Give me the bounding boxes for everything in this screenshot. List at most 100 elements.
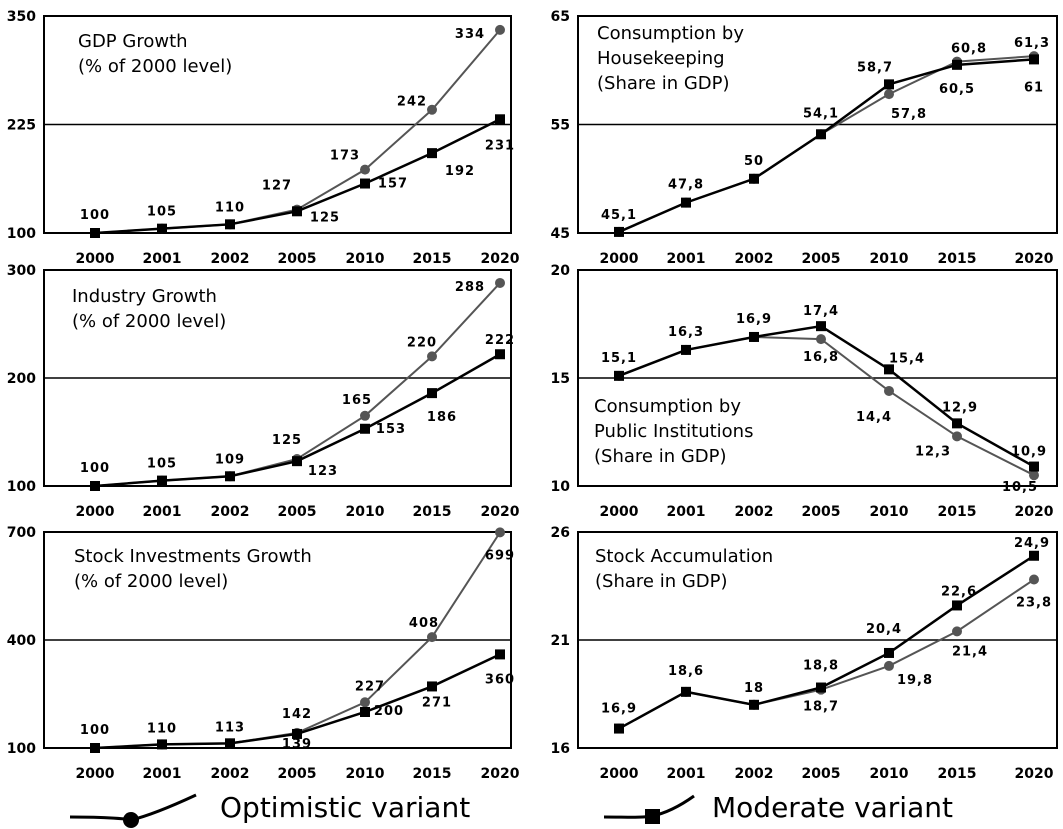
data-label: 47,8 — [668, 178, 704, 193]
data-label: 125 — [272, 433, 302, 448]
legend-moderate: Moderate variant — [602, 786, 953, 829]
data-point-moderate — [749, 173, 759, 184]
x-tick-label: 2002 — [735, 251, 774, 267]
data-label: 23,8 — [1016, 596, 1052, 611]
data-label: 125 — [310, 210, 340, 225]
y-tick-label: 10 — [551, 479, 571, 495]
data-label: 61 — [1024, 80, 1044, 95]
x-tick-label: 2002 — [735, 504, 774, 520]
data-point-optimistic — [495, 277, 505, 288]
x-tick-label: 2020 — [481, 251, 520, 267]
chart-panel-1: 100 225 350 2000 2001 2002 2005 2010 2015 2020 GDP… — [7, 9, 520, 267]
chart-title-line: Housekeeping — [597, 48, 725, 69]
x-tick-label: 2010 — [346, 251, 385, 267]
chart-title-line: (Share in GDP) — [597, 73, 730, 94]
chart-title-line: (% of 2000 level) — [78, 56, 232, 77]
data-point-optimistic — [495, 24, 505, 35]
data-label: 192 — [445, 164, 475, 179]
data-label: 100 — [80, 723, 110, 738]
data-point-moderate — [90, 481, 100, 491]
x-tick-label: 2000 — [600, 251, 639, 267]
data-point-moderate — [225, 738, 235, 749]
data-point-optimistic — [495, 527, 505, 538]
x-tick-label: 2015 — [413, 251, 452, 267]
x-tick-label: 2015 — [938, 504, 977, 520]
x-tick-label: 2001 — [667, 251, 706, 267]
y-tick-label: 100 — [7, 226, 36, 242]
data-label: 45,1 — [601, 208, 637, 223]
data-point-moderate — [90, 228, 100, 238]
x-tick-label: 2000 — [76, 251, 115, 267]
data-point-optimistic — [884, 385, 894, 396]
chart-panel-4: 10 15 20 2000 2001 2002 2005 2010 2015 2020 Consum… — [551, 263, 1058, 520]
data-point-moderate — [749, 699, 759, 710]
data-point-optimistic — [884, 89, 894, 100]
x-tick-label: 2000 — [600, 766, 639, 782]
data-label: 242 — [397, 95, 427, 110]
y-tick-label: 16 — [551, 741, 570, 757]
data-point-optimistic — [360, 164, 370, 175]
data-point-moderate — [292, 456, 302, 467]
data-point-moderate — [292, 206, 302, 217]
data-point-moderate — [614, 723, 624, 734]
chart-panel-2: 45 55 65 2000 2001 2002 2005 2010 2015 2020 Consum… — [551, 9, 1058, 267]
data-point-moderate — [884, 647, 894, 658]
x-tick-label: 2002 — [211, 766, 250, 782]
x-tick-label: 2010 — [870, 504, 909, 520]
data-point-optimistic — [884, 660, 894, 671]
data-point-optimistic — [1029, 470, 1039, 481]
x-tick-label: 2015 — [938, 766, 977, 782]
data-label: 16,8 — [803, 350, 839, 365]
data-label: 222 — [485, 333, 515, 348]
data-label: 16,9 — [736, 312, 772, 327]
data-label: 20,4 — [866, 622, 902, 637]
data-point-moderate — [495, 114, 505, 125]
y-tick-label: 65 — [551, 9, 570, 25]
data-point-moderate — [1029, 54, 1039, 65]
data-label: 113 — [215, 720, 245, 735]
data-label: 105 — [147, 205, 177, 220]
data-label: 18,6 — [668, 664, 704, 679]
y-tick-label: 100 — [7, 479, 36, 495]
x-tick-label: 2005 — [802, 504, 841, 520]
data-point-moderate — [681, 197, 691, 208]
moderate-marker-icon — [603, 794, 695, 824]
data-point-optimistic — [427, 104, 437, 115]
y-tick-label: 15 — [551, 371, 570, 387]
data-label: 10,9 — [1011, 445, 1047, 460]
data-label: 123 — [308, 464, 338, 479]
data-point-moderate — [1029, 550, 1039, 561]
data-point-moderate — [495, 649, 505, 660]
data-label: 153 — [376, 422, 406, 437]
data-point-moderate — [816, 682, 826, 693]
x-tick-label: 2005 — [278, 504, 317, 520]
chart-panel-3: 100 200 300 2000 2001 2002 2005 2010 2015 2020 Ind… — [7, 263, 520, 520]
data-point-moderate — [157, 223, 167, 234]
y-tick-label: 700 — [7, 525, 36, 541]
x-tick-label: 2010 — [346, 504, 385, 520]
chart-title-line: Consumption by — [597, 23, 744, 44]
x-tick-label: 2001 — [667, 504, 706, 520]
data-label: 10,5 — [1002, 480, 1038, 495]
data-point-moderate — [1029, 461, 1039, 472]
data-point-moderate — [952, 418, 962, 429]
data-point-moderate — [884, 79, 894, 90]
data-label: 105 — [147, 457, 177, 472]
optimistic-marker-icon — [69, 793, 197, 828]
data-label: 16,3 — [668, 325, 704, 340]
data-label: 220 — [407, 335, 437, 350]
x-tick-label: 2020 — [1015, 251, 1054, 267]
x-tick-label: 2000 — [76, 766, 115, 782]
x-tick-label: 2002 — [735, 766, 774, 782]
chart-panel-5: 100 400 700 2000 2001 2002 2005 2010 2015 2020 Sto… — [7, 525, 520, 782]
chart-title-line: Public Institutions — [594, 421, 753, 442]
data-point-optimistic — [360, 697, 370, 708]
data-point-moderate — [90, 743, 100, 753]
data-label: 100 — [80, 208, 110, 223]
y-tick-label: 55 — [551, 118, 570, 134]
data-point-optimistic — [360, 410, 370, 421]
data-label: 271 — [422, 695, 452, 710]
data-label: 288 — [455, 280, 485, 295]
data-label: 15,1 — [601, 351, 637, 366]
y-tick-label: 26 — [551, 525, 570, 541]
